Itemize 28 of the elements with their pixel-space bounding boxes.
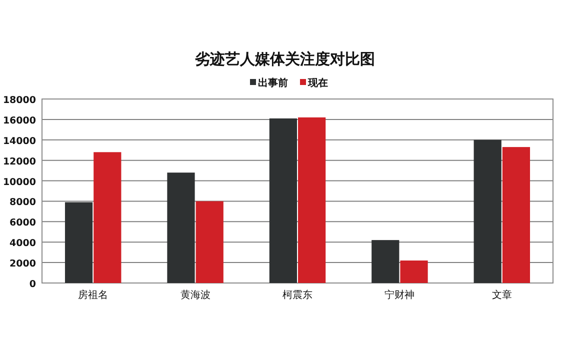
y-tick-label: 12000 <box>2 156 36 168</box>
bar <box>372 240 400 283</box>
x-tick-label: 文章 <box>492 289 512 301</box>
x-tick-label: 柯震东 <box>282 289 312 301</box>
bar <box>474 140 502 283</box>
bar <box>400 260 428 283</box>
y-tick-label: 14000 <box>2 136 36 147</box>
y-tick-label: 10000 <box>2 176 36 188</box>
x-tick-label: 宁财神 <box>384 289 415 301</box>
y-tick-label: 2000 <box>10 258 36 270</box>
bar <box>269 118 297 283</box>
x-tick-label: 黄海波 <box>180 289 210 301</box>
y-tick-label: 8000 <box>10 197 36 208</box>
x-tick-label: 房祖名 <box>78 289 108 301</box>
legend-label: 出事前 <box>258 77 288 89</box>
bar <box>94 152 122 283</box>
y-tick-label: 18000 <box>2 95 36 106</box>
legend-label: 现在 <box>307 77 328 89</box>
bar <box>64 202 93 283</box>
y-tick-label: 6000 <box>10 218 36 229</box>
y-tick-label: 16000 <box>2 115 36 126</box>
y-tick-label: 0 <box>29 279 36 290</box>
bar <box>196 201 224 283</box>
bar <box>167 172 195 283</box>
bar <box>298 117 326 283</box>
y-tick-label: 4000 <box>10 238 36 250</box>
chart-title: 劣迹艺人媒体关注度对比图 <box>194 50 375 68</box>
bar <box>502 147 530 283</box>
